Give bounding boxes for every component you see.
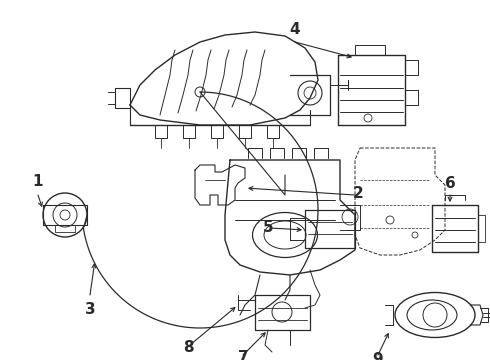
Text: 8: 8 [183,341,194,356]
Text: 2: 2 [353,185,364,201]
Text: 7: 7 [238,351,248,360]
Text: 5: 5 [263,220,273,235]
Text: 1: 1 [33,175,43,189]
Text: 6: 6 [444,175,455,190]
Text: 4: 4 [290,22,300,37]
Text: 9: 9 [373,352,383,360]
Text: 3: 3 [85,302,96,318]
